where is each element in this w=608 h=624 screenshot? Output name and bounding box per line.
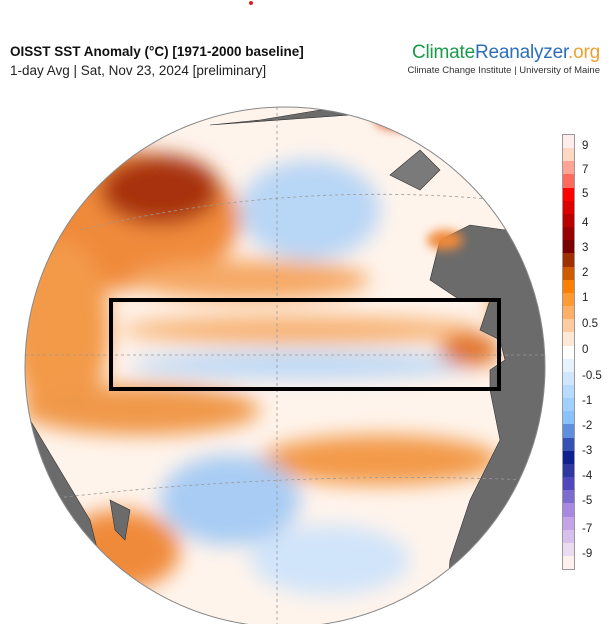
logo[interactable]: ClimateReanalyzer.org Climate Change Ins…	[407, 42, 600, 76]
logo-tagline: Climate Change Institute | University of…	[407, 65, 600, 76]
colorbar-swatch	[563, 227, 574, 241]
colorbar-swatch	[563, 437, 574, 451]
logo-part-2: Reanalyzer	[474, 42, 569, 63]
colorbar-swatch	[563, 424, 574, 438]
colorbar-swatch	[563, 200, 574, 214]
colorbar-swatch	[563, 516, 574, 530]
colorbar-swatch	[563, 490, 574, 504]
colorbar-swatch	[563, 556, 574, 570]
colorbar-swatch	[563, 529, 574, 543]
colorbar-swatch	[563, 306, 574, 320]
nino-region-box	[109, 298, 501, 391]
colorbar-label: -2	[582, 420, 593, 432]
colorbar-swatch	[563, 319, 574, 333]
colorbar-label: 4	[582, 217, 589, 229]
colorbar-label: 0	[582, 344, 589, 356]
colorbar-swatch	[563, 292, 574, 307]
colorbar-label: -9	[582, 548, 593, 560]
colorbar-swatch	[563, 332, 574, 346]
marker-dot	[249, 1, 253, 5]
logo-part-3: .org	[568, 42, 600, 63]
colorbar-swatch	[563, 384, 574, 399]
colorbar-swatch	[563, 253, 574, 267]
colorbar-label: -4	[582, 470, 593, 482]
colorbar-swatch	[563, 463, 574, 478]
colorbar	[562, 134, 575, 570]
colorbar-swatch	[563, 450, 574, 464]
colorbar-swatch	[563, 358, 574, 372]
logo-part-1: Climate	[411, 42, 475, 63]
colorbar-label: -0.5	[582, 370, 602, 382]
colorbar-swatch	[563, 213, 574, 228]
globe-outline	[24, 106, 546, 624]
colorbar-label: 7	[582, 164, 589, 176]
colorbar-label: 3	[582, 242, 589, 254]
map-title: OISST SST Anomaly (°C) [1971-2000 baseli…	[10, 44, 304, 59]
colorbar-label: -5	[582, 495, 593, 507]
colorbar-swatch	[563, 503, 574, 517]
colorbar-swatch	[563, 542, 574, 556]
colorbar-swatch	[563, 161, 574, 175]
colorbar-swatch	[563, 240, 574, 254]
colorbar-label: 2	[582, 267, 589, 279]
colorbar-swatch	[563, 266, 574, 280]
colorbar-swatch	[563, 148, 574, 162]
colorbar-label: -3	[582, 445, 593, 457]
colorbar-swatch	[563, 279, 574, 293]
map-subtitle: 1-day Avg | Sat, Nov 23, 2024 [prelimina…	[10, 63, 267, 78]
colorbar-swatch	[563, 411, 574, 425]
colorbar-swatch	[563, 174, 574, 188]
colorbar-label: 0.5	[582, 318, 598, 330]
colorbar-swatch	[563, 477, 574, 491]
colorbar-label: 1	[582, 292, 589, 304]
colorbar-label: -1	[582, 395, 593, 407]
colorbar-swatch	[563, 187, 574, 201]
colorbar-swatch	[563, 398, 574, 412]
colorbar-label: 9	[582, 140, 589, 152]
colorbar-swatch	[563, 345, 574, 359]
colorbar-label: 5	[582, 188, 589, 200]
colorbar-label: -7	[582, 523, 593, 535]
colorbar-swatch	[563, 135, 574, 149]
colorbar-swatch	[563, 371, 574, 385]
